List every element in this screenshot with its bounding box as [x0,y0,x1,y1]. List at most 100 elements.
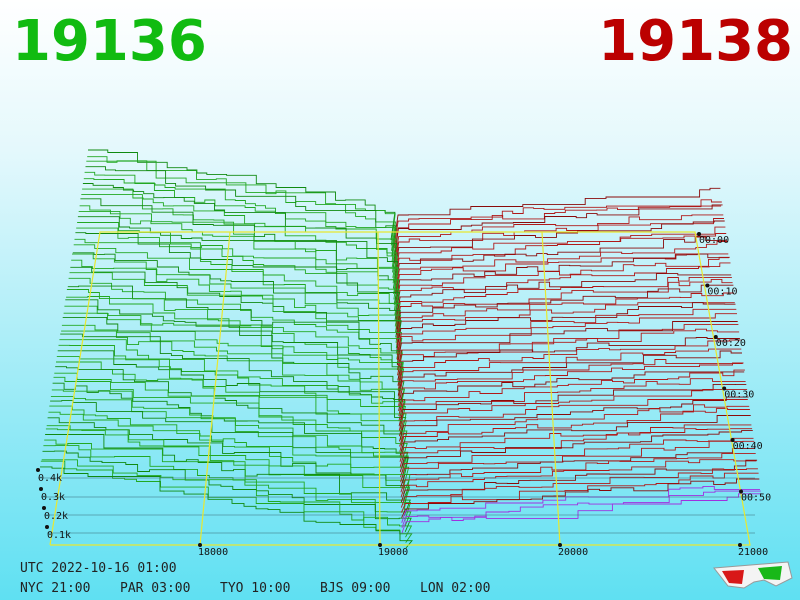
depth-surface [38,149,762,549]
bid-depth-line [85,166,397,257]
ask-depth-line [393,205,722,249]
ask-depth-line [401,493,762,534]
ask-depth-line [394,241,728,294]
bid-depth-line [72,252,401,338]
ask-depth-line [398,362,744,406]
bid-depth-line [65,299,404,387]
ask-depth-line [399,430,753,473]
ask-depth-line [398,369,745,417]
bid-depth-line [45,428,411,511]
depth-label: 0.3k [41,492,65,503]
bid-depth-line [78,210,399,300]
bid-depth-line [77,216,400,305]
time-label: 00:50 [741,493,771,504]
city-clock: NYC 21:00 [20,581,90,596]
time-label: 00:00 [699,235,729,246]
ask-depth-line [394,236,727,289]
ask-depth-line [398,383,747,427]
ask-depth-line [396,284,734,335]
ask-depth-line [395,253,729,300]
bid-depth-line [50,400,409,484]
ask-depth-line [400,447,755,488]
clocks: NYC 21:00 PAR 03:00 TYO 10:00 BJS 09:00 LON … [20,581,490,596]
bid-depth-line [69,272,403,359]
city-clock: LON 02:00 [420,581,490,596]
time-label: 00:10 [707,287,737,298]
ask-depth-line [398,399,748,437]
bid-depth-line [64,305,404,392]
ask-depth-line [396,302,736,350]
price-tick [558,543,562,547]
time-tick [713,335,718,339]
time-tick [705,283,710,288]
depth-tick [36,468,40,472]
bid-depth-line [55,366,408,451]
ask-depth-line [394,214,724,264]
ask-depth-line [396,313,737,361]
ask-price: 19138 [598,9,793,74]
price-label: 20000 [558,547,588,558]
ask-depth-line [395,256,730,310]
ask-depth-line [397,350,742,396]
ask-depth-line [397,359,743,401]
price-label: 18000 [198,547,228,558]
ask-depth-line [398,378,746,422]
bid-depth-line [58,344,406,430]
bid-depth-line [46,425,411,505]
3d-glasses-icon [713,561,793,589]
ask-depth-line [399,404,750,447]
bid-depth-line [70,266,402,354]
bid-depth-line [73,244,401,332]
depth-tick [39,487,43,491]
ask-depth-line [400,468,758,508]
bid-depth-line [42,450,412,532]
ask-depth-line [396,292,735,340]
depth-label: 0.1k [47,530,71,541]
ask-depth-line [394,218,724,269]
time-tick [697,232,701,236]
ask-depth-line [396,321,738,366]
utc-time: UTC 2022-10-16 01:00 [20,561,177,576]
depth-tick [42,506,46,510]
ask-depth-line [394,220,725,274]
bid-depth-line [57,350,407,435]
price-label: 21000 [738,547,768,558]
price-tick [738,543,742,547]
bid-depth-line [62,316,405,403]
bid-depth-line [80,198,399,289]
bid-depth-line [40,466,413,549]
ask-depth-line [395,276,732,325]
price-tick [198,543,202,547]
time-tick [722,386,727,391]
ask-depth-line [395,278,733,330]
ask-depth-line [398,371,745,411]
ask-depth-line [400,437,754,478]
bid-depth-line [54,372,408,457]
ask-depth-line [398,388,748,432]
ask-depth-line [397,337,740,381]
ask-depth-line [397,348,742,391]
frame [49,231,751,546]
time-label: 00:40 [733,441,763,452]
ask-depth-line [399,396,749,442]
time-tick [739,489,743,494]
ask-depth-line [399,415,751,457]
ask-depth-line [400,453,756,493]
ask-depth-line [393,199,722,254]
ask-depth-line [400,440,755,483]
bid-depth-line [53,376,408,462]
ask-depth-line [397,339,741,386]
bid-depth-line [44,439,412,522]
ask-depth-line [395,262,731,315]
city-clock: PAR 03:00 [120,581,190,596]
ask-depth-line [400,459,757,498]
bid-depth-line [83,178,397,268]
bid-depth-line [66,289,403,376]
time-label: 00:30 [724,390,754,401]
bid-depth-line [47,417,410,500]
bid-depth-line [61,324,405,408]
ask-depth-line [393,187,721,244]
depth-tick [45,525,49,529]
ask-depth-line [395,253,729,305]
